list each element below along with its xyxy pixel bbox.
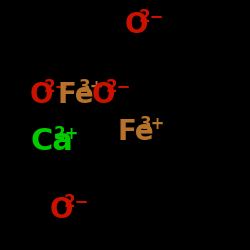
Text: 3+: 3+	[140, 115, 166, 133]
Text: Fe: Fe	[57, 81, 94, 109]
Text: O: O	[30, 81, 54, 109]
Text: 2+: 2+	[54, 125, 80, 143]
Text: 2−: 2−	[44, 78, 70, 96]
Text: 2−: 2−	[64, 193, 90, 211]
Text: Fe: Fe	[118, 118, 154, 146]
Text: 2−: 2−	[106, 78, 132, 96]
Text: O: O	[50, 196, 74, 224]
Text: 3+: 3+	[79, 78, 104, 96]
Text: 2−: 2−	[139, 8, 164, 26]
Text: O: O	[92, 81, 116, 109]
Text: Ca: Ca	[30, 128, 73, 156]
Text: O: O	[125, 11, 148, 39]
